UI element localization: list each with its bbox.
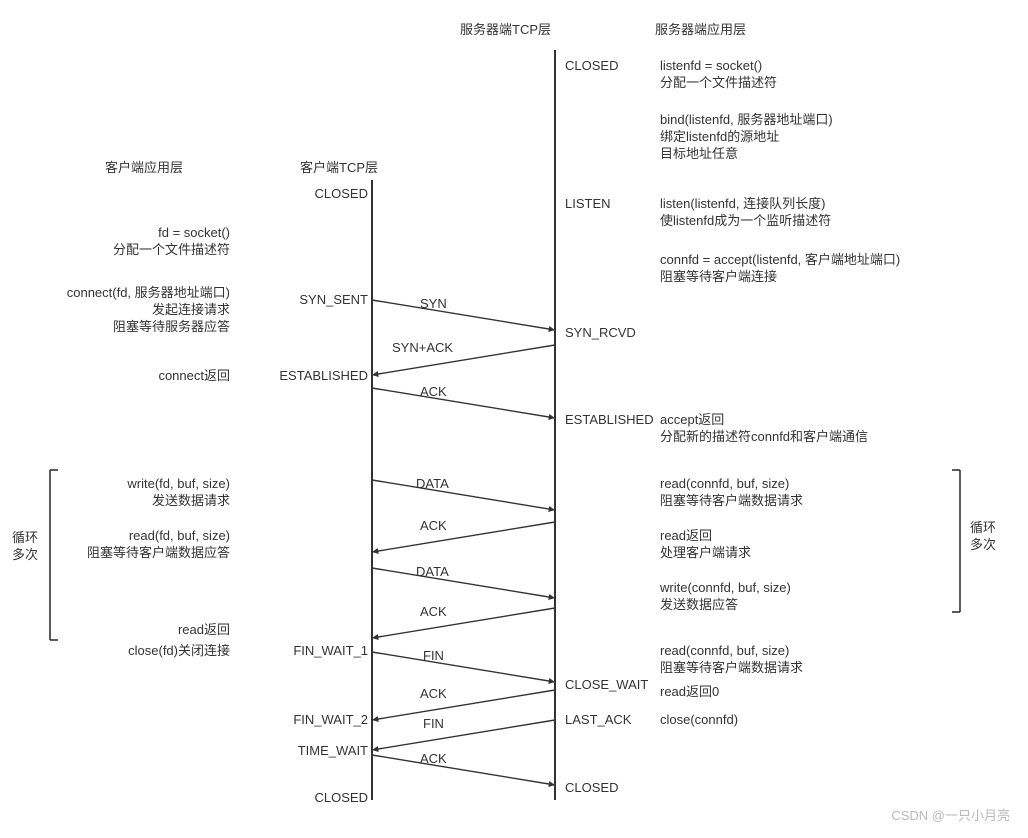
diagram-svg	[0, 0, 1028, 838]
diagram-stage: 客户端应用层 客户端TCP层 服务器端TCP层 服务器端应用层 CLOSED S…	[0, 0, 1028, 838]
